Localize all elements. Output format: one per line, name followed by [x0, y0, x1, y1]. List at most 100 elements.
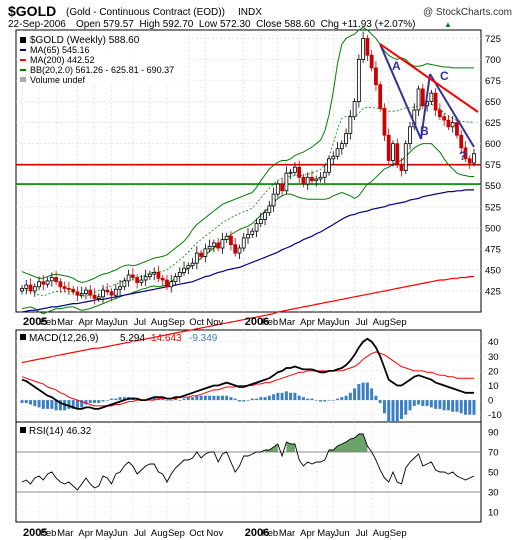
rsi-label: RSI(14) 46.32 — [29, 426, 92, 437]
candle-body — [378, 84, 383, 109]
candle — [331, 151, 336, 165]
candle-body — [386, 134, 391, 161]
candle — [186, 262, 191, 275]
macd-histogram-bar — [361, 382, 365, 401]
candle-body — [101, 289, 105, 298]
candle — [211, 239, 216, 253]
candle — [122, 277, 127, 291]
candle — [62, 281, 67, 292]
candle-body — [310, 176, 314, 182]
rsi-overbought-fill — [329, 434, 368, 452]
macd-histogram-bar — [374, 395, 378, 401]
legend-bb: BB(20,2.0) 561.26 - 625.81 - 690.37 — [30, 65, 174, 75]
x-tick-label: Apr — [300, 528, 315, 539]
macd-histogram-bar — [421, 400, 425, 406]
candle-body — [75, 291, 80, 296]
candle-body — [156, 272, 161, 279]
candle-body — [374, 67, 378, 86]
x-tick-label: Feb — [40, 317, 56, 328]
macd-name: MACD(12,26,9) — [29, 333, 98, 344]
candle-body — [361, 38, 366, 60]
candle — [45, 277, 50, 288]
candle — [433, 88, 438, 116]
candle — [96, 293, 101, 302]
candle-body — [79, 293, 84, 296]
candle — [258, 212, 263, 227]
candle-body — [67, 288, 71, 290]
macd-signal-value: 14.643 — [151, 333, 182, 344]
candle — [58, 278, 63, 293]
macd-histogram-bar — [344, 395, 348, 401]
candle — [49, 272, 54, 287]
candle — [352, 98, 357, 121]
candle-body — [446, 119, 451, 128]
candle — [101, 285, 105, 303]
price-tick-label: 650 — [485, 97, 501, 108]
macd-histogram-bar — [165, 400, 169, 401]
candle-body — [173, 276, 178, 283]
candle-body — [190, 262, 195, 267]
macd-histogram-bar — [161, 398, 165, 401]
macd-histogram-bar — [71, 400, 75, 409]
candle-body — [335, 148, 340, 157]
candle-body — [301, 176, 306, 185]
candle-body — [420, 88, 425, 107]
candle-body — [182, 267, 186, 273]
candle-body — [365, 38, 370, 56]
candle — [135, 274, 140, 289]
macd-tick-label: 20 — [488, 366, 499, 377]
x-tick-label: May — [95, 528, 113, 539]
candle — [467, 155, 472, 169]
candle-body — [408, 126, 412, 145]
macd-histogram-bar — [263, 397, 267, 401]
macd-histogram-bar — [365, 382, 369, 401]
macd-histogram-bar — [88, 400, 92, 404]
x-tick-label: Apr — [300, 317, 315, 328]
candle — [203, 243, 208, 263]
candle-body — [356, 59, 361, 102]
macd-histogram-bar — [41, 400, 45, 409]
macd-histogram-bar — [289, 392, 293, 401]
candle-body — [327, 158, 331, 173]
candle — [37, 276, 41, 291]
candle — [118, 280, 122, 296]
macd-histogram-bar — [216, 395, 220, 401]
legend-swatch-main — [20, 37, 26, 43]
macd-histogram-bar — [195, 395, 199, 401]
rsi-line — [21, 433, 475, 491]
macd-histogram-bar — [182, 398, 186, 401]
macd-histogram-bar — [46, 400, 50, 409]
macd-histogram-bar — [29, 400, 33, 405]
macd-histogram-bar — [178, 400, 182, 401]
macd-histogram-bar — [156, 398, 160, 401]
downtrend-line — [379, 43, 479, 113]
candle-body — [467, 158, 472, 164]
candle-body — [45, 280, 50, 285]
candle-body — [135, 277, 140, 283]
x-tick-label: Sep — [168, 528, 185, 539]
candle — [139, 274, 144, 286]
candle-body — [211, 242, 216, 247]
macd-histogram-bar — [122, 397, 126, 401]
macd-histogram-bar — [114, 398, 118, 401]
candle — [472, 148, 476, 167]
candle-body — [318, 176, 323, 180]
candle-body — [160, 277, 165, 281]
price-tick-label: 475 — [485, 244, 501, 255]
macd-tick-label: 40 — [488, 337, 499, 348]
x-tick-label: Feb — [262, 317, 278, 328]
candle-body — [58, 281, 63, 288]
candle — [169, 274, 174, 293]
legend-swatch-volume — [20, 77, 26, 82]
macd-histogram-bar — [451, 400, 455, 412]
x-tick-label: Apr — [78, 528, 93, 539]
macd-histogram-bar — [408, 400, 412, 411]
macd-histogram-bar — [250, 398, 254, 401]
macd-histogram-bar — [37, 400, 41, 408]
candle — [442, 113, 447, 126]
macd-histogram-bar — [297, 395, 301, 401]
macd-histogram-bar — [212, 395, 216, 401]
candle — [216, 237, 221, 252]
candle-body — [199, 252, 203, 257]
